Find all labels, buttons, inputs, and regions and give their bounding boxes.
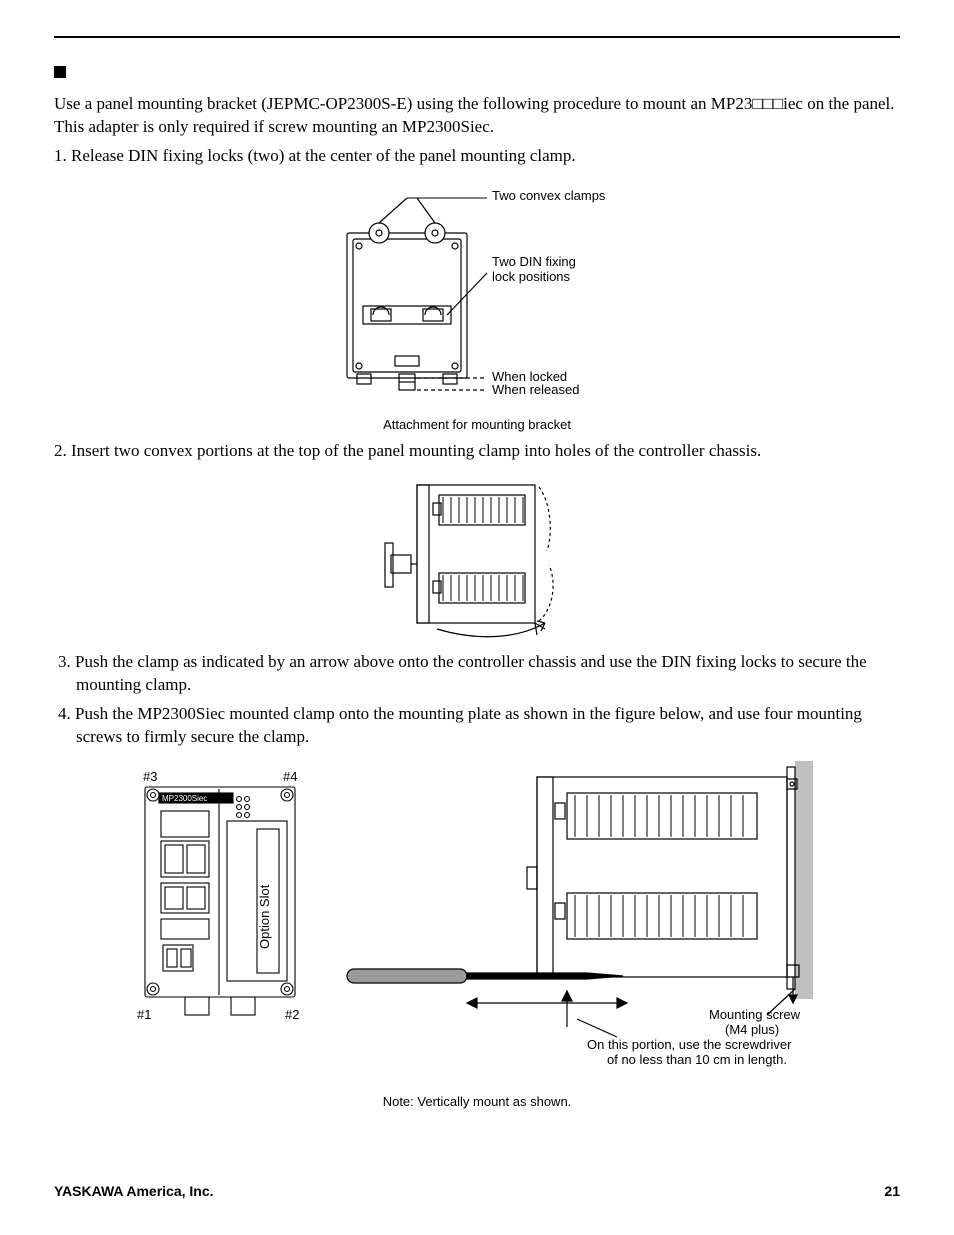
figure-3: MP2300Siec Option Slot #3 #4 #1 #2 [54, 759, 900, 1109]
callout-locks-l2: lock positions [492, 269, 571, 284]
footer-page-number: 21 [884, 1183, 900, 1199]
figure-2 [54, 473, 900, 643]
screw-l2: (M4 plus) [725, 1022, 779, 1037]
callout-locks-l1: Two DIN fixing [492, 254, 576, 269]
hash-1: #1 [137, 1007, 151, 1022]
option-slot-label: Option Slot [257, 884, 272, 949]
callout-released: When released [492, 382, 579, 397]
intro-paragraph: Use a panel mounting bracket (JEPMC-OP23… [54, 93, 900, 139]
callout-two-clamps: Two convex clamps [492, 188, 606, 203]
hash-4: #4 [283, 769, 297, 784]
step-4: 4. Push the MP2300Siec mounted clamp ont… [54, 703, 900, 749]
section-bullet [54, 66, 66, 78]
step-3: 3. Push the clamp as indicated by an arr… [54, 651, 900, 697]
figure-1-svg: Two convex clamps Two DIN fixing lock po… [287, 178, 667, 408]
screwdriver-l1: On this portion, use the screwdriver [587, 1037, 792, 1052]
footer-company: YASKAWA America, Inc. [54, 1183, 214, 1199]
screw-l1: Mounting screw [709, 1007, 801, 1022]
figure-3-note: Note: Vertically mount as shown. [54, 1094, 900, 1109]
page-top-rule [54, 36, 900, 38]
step-1: 1. Release DIN fixing locks (two) at the… [54, 145, 900, 168]
page-footer: YASKAWA America, Inc. 21 [54, 1183, 900, 1199]
model-label: MP2300Siec [162, 794, 207, 803]
step-2: 2. Insert two convex portions at the top… [54, 440, 900, 463]
hash-3: #3 [143, 769, 157, 784]
figure-1-caption: Attachment for mounting bracket [54, 417, 900, 432]
figure-2-svg [367, 473, 587, 638]
screwdriver-l2: of no less than 10 cm in length. [607, 1052, 787, 1067]
hash-2: #2 [285, 1007, 299, 1022]
figure-3-svg: MP2300Siec Option Slot #3 #4 #1 #2 [107, 759, 847, 1079]
figure-1: Two convex clamps Two DIN fixing lock po… [54, 178, 900, 432]
